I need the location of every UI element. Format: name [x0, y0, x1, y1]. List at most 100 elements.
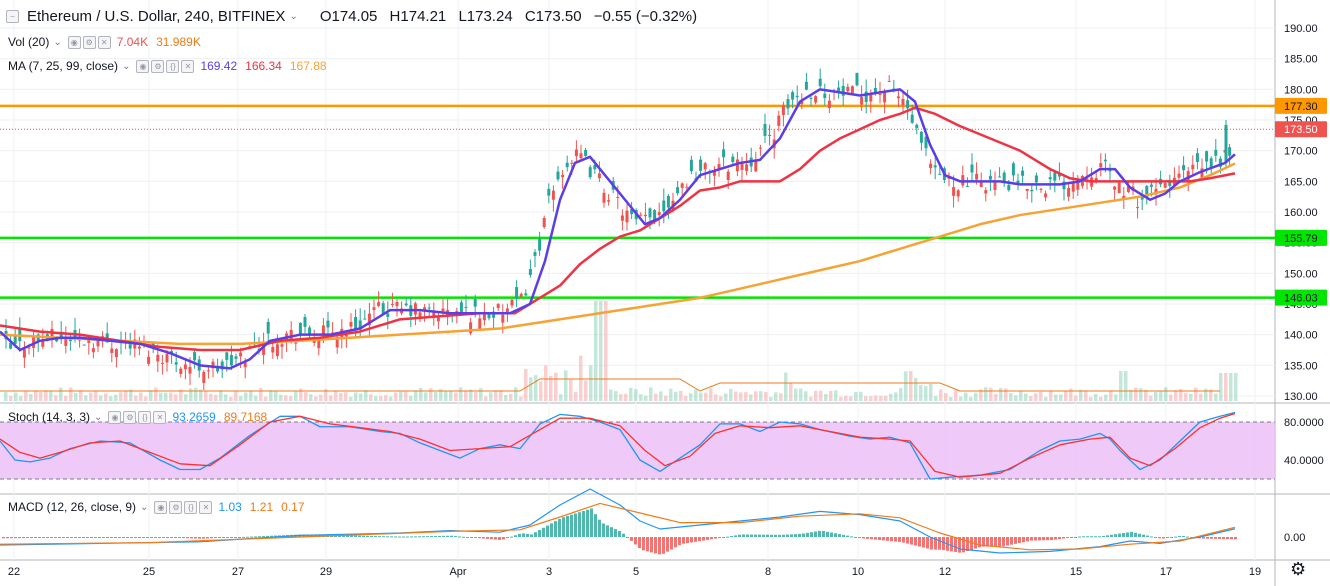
macd-bar: [446, 535, 449, 537]
candle-body: [998, 176, 1002, 178]
macd-bar: [378, 536, 381, 538]
macd-bar: [170, 537, 173, 538]
candle-body: [87, 340, 91, 343]
gear-icon[interactable]: ⚙: [1290, 559, 1307, 579]
chevron-down-icon[interactable]: ⌄: [140, 501, 149, 513]
symbol-title[interactable]: Ethereum / U.S. Dollar, 240, BITFINEX: [27, 8, 286, 25]
change-value: −0.55 (−0.32%): [593, 8, 698, 25]
candle-body: [1067, 187, 1071, 197]
macd-title[interactable]: MACD (12, 26, close, 9): [8, 500, 137, 514]
gear-icon[interactable]: ⚙: [169, 500, 183, 514]
stoch-title[interactable]: Stoch (14, 3, 3): [8, 410, 91, 424]
candle-body: [588, 167, 592, 178]
volume-bar: [969, 396, 973, 401]
volume-bar: [1159, 391, 1163, 401]
candle-body: [988, 175, 992, 180]
volume-bar: [1149, 395, 1153, 401]
candle-body: [1039, 188, 1043, 190]
macd-bar: [274, 535, 277, 537]
volume-bar: [744, 392, 748, 401]
price-tag-label-last: 173.50: [1284, 124, 1318, 136]
eye-icon[interactable]: ◉: [136, 59, 150, 73]
code-icon[interactable]: {}: [184, 500, 198, 514]
volume-bar: [319, 394, 323, 401]
chevron-down-icon[interactable]: ⌄: [289, 11, 298, 22]
candle-body: [404, 303, 408, 306]
macd-bar: [34, 537, 37, 538]
close-icon[interactable]: ✕: [199, 500, 213, 514]
macd-bar: [1234, 537, 1237, 540]
macd-bar: [766, 534, 769, 537]
volume-bar: [1099, 396, 1103, 401]
volume-bar: [1069, 388, 1073, 401]
macd-bar: [778, 534, 781, 537]
macd-bar: [898, 537, 901, 542]
volume-bar: [154, 387, 158, 401]
macd-bar: [174, 537, 177, 538]
macd-bar: [406, 536, 409, 538]
close-icon[interactable]: ✕: [153, 410, 167, 424]
candle-body: [754, 161, 758, 172]
volume-bar: [1224, 373, 1228, 401]
macd-bar: [834, 533, 837, 537]
code-icon[interactable]: {}: [138, 410, 152, 424]
gear-icon[interactable]: ⚙: [82, 35, 96, 49]
volume-bar: [1054, 394, 1058, 401]
chevron-down-icon[interactable]: ⌄: [94, 411, 103, 423]
candle-body: [666, 195, 670, 208]
code-icon[interactable]: {}: [166, 59, 180, 73]
eye-icon[interactable]: ◉: [154, 500, 168, 514]
candle-body: [193, 352, 197, 361]
macd-bar: [642, 537, 645, 551]
candle-body: [13, 336, 17, 344]
macd-bar: [134, 537, 137, 538]
volume-bar: [824, 394, 828, 401]
gear-icon[interactable]: ⚙: [123, 410, 137, 424]
volume-title[interactable]: Vol (20): [8, 35, 50, 49]
volume-bar: [229, 396, 233, 401]
candle-body: [137, 346, 141, 349]
macd-bar: [1134, 532, 1137, 537]
macd-bar: [838, 534, 841, 537]
volume-bar: [989, 387, 993, 401]
gear-icon[interactable]: ⚙: [151, 59, 165, 73]
macd-bar: [1058, 537, 1061, 540]
volume-bar: [794, 388, 798, 401]
volume-bar: [874, 395, 878, 401]
volume-bar: [1104, 394, 1108, 401]
close-icon[interactable]: ✕: [181, 59, 195, 73]
volume-bar: [404, 391, 408, 401]
eye-icon[interactable]: ◉: [108, 410, 122, 424]
candle-body: [262, 343, 266, 355]
macd-bar: [1026, 537, 1029, 542]
macd-bar: [666, 537, 669, 552]
volume-bar: [1059, 394, 1063, 401]
macd-bar: [230, 537, 233, 538]
macd-bar: [86, 537, 89, 538]
ma-title[interactable]: MA (7, 25, 99, close): [8, 59, 119, 73]
macd-bar: [614, 529, 617, 537]
volume-bar: [1229, 373, 1233, 401]
minus-box-icon[interactable]: −: [6, 10, 19, 23]
ohlc-values: O174.05 H174.21 L173.24 C173.50 −0.55 (−…: [320, 8, 705, 25]
candle-body: [372, 307, 376, 310]
candle-body: [280, 344, 284, 347]
candle-body: [321, 325, 325, 335]
volume-bar: [984, 387, 988, 401]
volume-bar: [849, 396, 853, 401]
volume-bar: [549, 375, 553, 401]
chevron-down-icon[interactable]: ⌄: [122, 60, 131, 72]
macd-bar: [222, 537, 225, 538]
eye-icon[interactable]: ◉: [67, 35, 81, 49]
macd-bar: [1082, 536, 1085, 538]
candle-body: [699, 159, 703, 171]
macd-bar: [806, 532, 809, 537]
volume-bar: [889, 393, 893, 401]
macd-bar: [698, 537, 701, 542]
candle-body: [275, 344, 279, 357]
candle-body: [883, 92, 887, 103]
close-icon[interactable]: ✕: [97, 35, 111, 49]
chevron-down-icon[interactable]: ⌄: [53, 36, 62, 48]
macd-bar: [458, 536, 461, 538]
